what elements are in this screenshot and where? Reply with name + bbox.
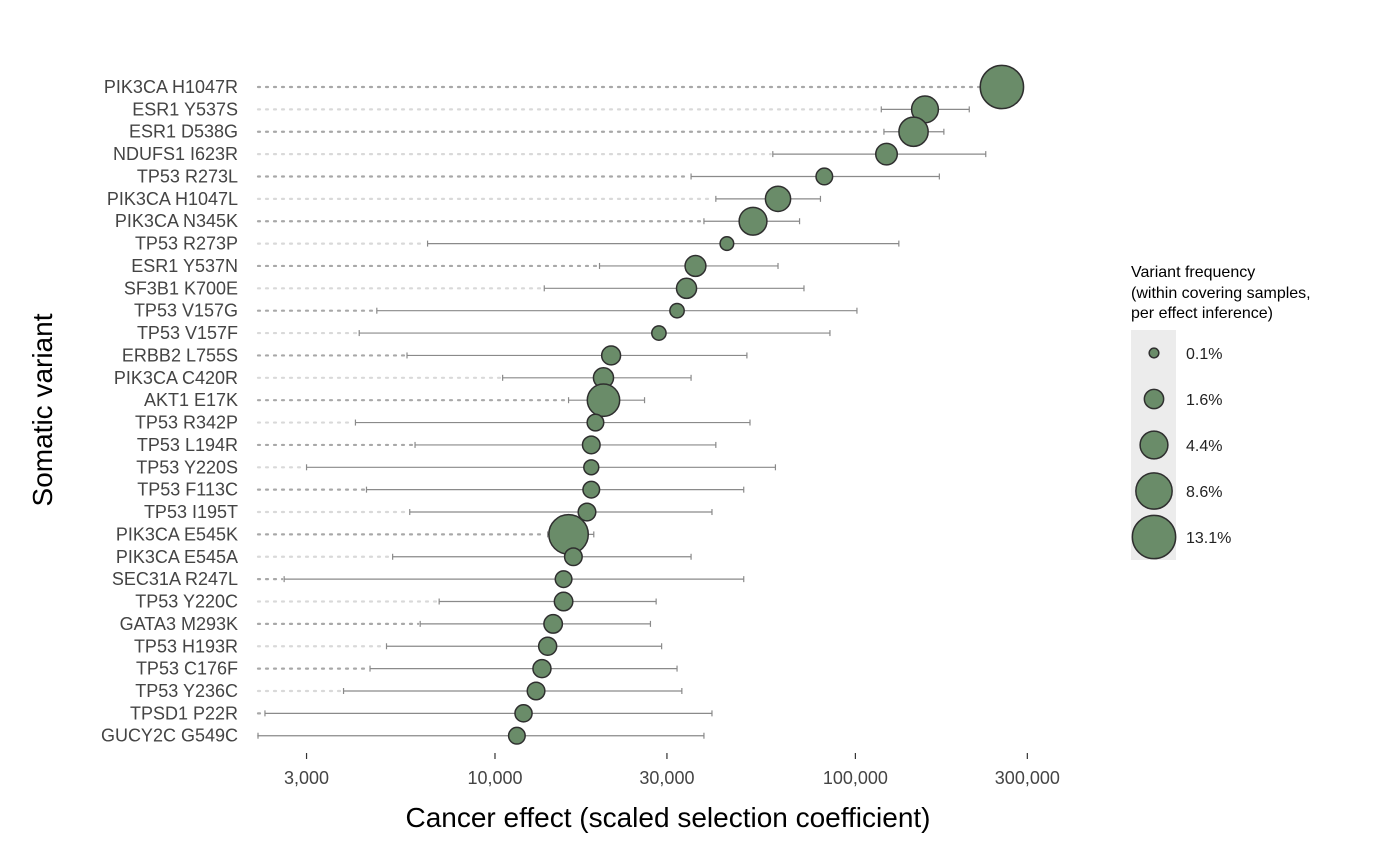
legend-title-line-2: (within covering samples,	[1131, 285, 1311, 302]
y-tick-label: TP53 V157F	[137, 323, 238, 343]
legend-label: 0.1%	[1186, 346, 1222, 363]
data-point	[719, 236, 735, 252]
data-point	[532, 658, 552, 679]
data-point	[548, 513, 590, 555]
y-tick-label: PIK3CA E545K	[116, 524, 238, 544]
data-point	[815, 167, 834, 186]
data-point	[586, 383, 621, 418]
leader-lines	[256, 85, 992, 737]
x-axis-label: Cancer effect (scaled selection coeffici…	[405, 802, 930, 833]
x-tick-label: 300,000	[995, 768, 1060, 788]
data-point	[577, 502, 597, 522]
y-tick-label: TP53 C176F	[136, 659, 238, 679]
data-point	[554, 570, 573, 589]
y-tick-label: PIK3CA E545A	[116, 547, 238, 567]
y-tick-label: TP53 F113C	[137, 480, 238, 500]
y-tick-label: TP53 Y220S	[136, 457, 238, 477]
legend-title-line-3: per effect inference)	[1131, 305, 1273, 322]
x-tick-label: 30,000	[639, 768, 694, 788]
data-point	[507, 726, 526, 745]
y-tick-label: SEC31A R247L	[112, 569, 238, 589]
data-point	[583, 459, 600, 476]
y-tick-label: PIK3CA N345K	[115, 211, 238, 231]
x-tick-label: 3,000	[284, 768, 329, 788]
data-point	[600, 345, 622, 366]
data-point	[537, 636, 558, 657]
data-point	[526, 681, 546, 701]
data-point	[874, 142, 899, 166]
data-point	[563, 547, 583, 567]
y-tick-label: TP53 L194R	[137, 435, 238, 455]
legend-label: 1.6%	[1186, 392, 1222, 409]
y-tick-label: PIK3CA H1047L	[107, 189, 238, 209]
data-point	[581, 435, 601, 455]
y-tick-label: ERBB2 L755S	[122, 345, 238, 365]
data-point	[586, 413, 605, 432]
data-point	[738, 206, 768, 236]
y-tick-label: TP53 H193R	[134, 636, 238, 656]
data-point	[553, 591, 574, 612]
data-point	[898, 116, 929, 148]
data-point	[651, 325, 667, 341]
x-axis: 3,000 10,000 30,000 100,000 300,000	[284, 753, 1060, 788]
y-tick-label: PIK3CA H1047R	[104, 77, 238, 97]
data-point	[582, 480, 601, 499]
legend-key	[1148, 347, 1160, 359]
y-tick-label: TPSD1 P22R	[130, 703, 238, 723]
legend-title-line-1: Variant frequency	[1131, 264, 1255, 281]
y-tick-label: SF3B1 K700E	[124, 278, 238, 298]
y-tick-label: TP53 R342P	[135, 413, 238, 433]
data-point	[675, 277, 698, 300]
x-tick-label: 100,000	[823, 768, 888, 788]
y-tick-label: GATA3 M293K	[120, 614, 238, 634]
legend-key	[1139, 430, 1169, 460]
y-tick-label: GUCY2C G549C	[101, 726, 238, 746]
y-tick-label: ESR1 D538G	[129, 122, 238, 142]
legend: Variant frequency (within covering sampl…	[1131, 264, 1311, 560]
data-point	[669, 302, 685, 319]
x-tick-label: 10,000	[467, 768, 522, 788]
data-point	[979, 64, 1025, 110]
data-point	[514, 704, 533, 723]
data-point	[764, 185, 792, 213]
y-tick-label: TP53 V157G	[134, 301, 238, 321]
data-point	[543, 613, 564, 634]
y-axis-label: Somatic variant	[27, 313, 58, 506]
y-tick-label: ESR1 Y537N	[131, 256, 238, 276]
y-tick-label: TP53 I195T	[144, 502, 238, 522]
y-tick-label: TP53 Y236C	[135, 681, 238, 701]
legend-label: 8.6%	[1186, 484, 1222, 501]
data-point	[684, 254, 707, 278]
y-tick-label: TP53 R273L	[137, 166, 238, 186]
points	[507, 64, 1025, 745]
legend-key	[1131, 514, 1177, 560]
error-bars	[257, 84, 1013, 739]
y-tick-label: NDUFS1 I623R	[113, 144, 238, 164]
y-tick-label: TP53 R273P	[135, 234, 238, 254]
legend-label: 13.1%	[1186, 530, 1231, 547]
legend-label: 4.4%	[1186, 438, 1222, 455]
y-tick-label: AKT1 E17K	[144, 390, 238, 410]
y-tick-label: TP53 Y220C	[135, 592, 238, 612]
legend-key	[1143, 388, 1165, 410]
y-tick-label: PIK3CA C420R	[114, 368, 238, 388]
y-tick-label: ESR1 Y537S	[132, 99, 238, 119]
legend-key	[1135, 472, 1173, 510]
